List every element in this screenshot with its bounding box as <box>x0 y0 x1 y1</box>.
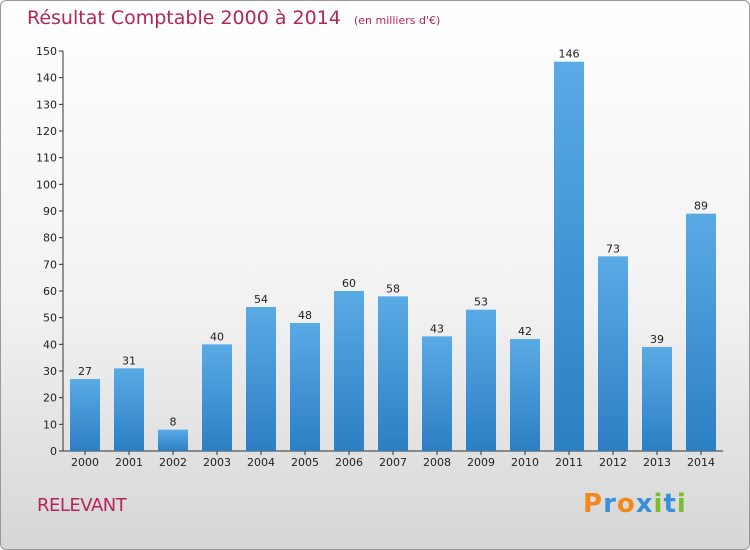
y-tick-label: 80 <box>43 232 57 245</box>
chart-title-main: Résultat Comptable 2000 à 2014 <box>27 7 341 29</box>
x-tick-label: 2007 <box>379 456 407 469</box>
x-tick-label: 2014 <box>687 456 715 469</box>
bar-value-label: 60 <box>342 277 356 290</box>
y-tick-label: 70 <box>43 258 57 271</box>
bar-value-label: 146 <box>559 48 580 61</box>
x-tick-label: 2013 <box>643 456 671 469</box>
x-tick-label: 2010 <box>511 456 539 469</box>
bar <box>466 309 496 451</box>
bar-value-label: 58 <box>386 282 400 295</box>
bar-value-label: 53 <box>474 296 488 309</box>
logo-letter: t <box>663 489 677 519</box>
x-tick-label: 2012 <box>599 456 627 469</box>
bar-value-label: 73 <box>606 242 620 255</box>
bar-value-label: 31 <box>122 354 136 367</box>
bar <box>510 339 540 451</box>
bar <box>642 347 672 451</box>
y-tick-label: 150 <box>36 45 57 58</box>
logo-letter: o <box>616 489 636 519</box>
bar <box>422 336 452 451</box>
bar <box>334 291 364 451</box>
y-tick-label: 20 <box>43 392 57 405</box>
logo-letter: P <box>583 489 604 519</box>
bar <box>598 256 628 451</box>
y-tick-label: 140 <box>36 72 57 85</box>
y-tick-label: 0 <box>50 445 57 458</box>
x-tick-label: 2006 <box>335 456 363 469</box>
bar-value-label: 8 <box>170 416 177 429</box>
logo-letter: r <box>603 489 617 519</box>
bar <box>290 323 320 451</box>
x-tick-label: 2002 <box>159 456 187 469</box>
bar <box>554 61 584 452</box>
y-tick-label: 60 <box>43 285 57 298</box>
x-tick-label: 2004 <box>247 456 275 469</box>
x-tick-label: 2001 <box>115 456 143 469</box>
bar <box>158 429 188 451</box>
bar <box>70 379 100 451</box>
logo-letter: i <box>653 489 664 519</box>
commune-name: RELEVANT <box>37 495 127 516</box>
logo-letter: x <box>635 489 654 519</box>
y-tick-label: 130 <box>36 98 57 111</box>
y-tick-label: 120 <box>36 125 57 138</box>
y-tick-label: 50 <box>43 312 57 325</box>
x-tick-label: 2003 <box>203 456 231 469</box>
y-tick-label: 10 <box>43 418 57 431</box>
bar <box>378 296 408 451</box>
bar <box>202 344 232 451</box>
bar <box>114 368 144 451</box>
y-tick-label: 90 <box>43 205 57 218</box>
bar <box>246 307 276 451</box>
bar-value-label: 39 <box>650 333 664 346</box>
bar-value-label: 40 <box>210 330 224 343</box>
chart-title: Résultat Comptable 2000 à 2014 (en milli… <box>27 7 440 29</box>
x-tick-label: 2008 <box>423 456 451 469</box>
y-tick-label: 100 <box>36 178 57 191</box>
x-tick-label: 2000 <box>71 456 99 469</box>
proxiti-logo: Proxiti <box>583 489 687 519</box>
x-tick-label: 2011 <box>555 456 583 469</box>
bar-value-label: 48 <box>298 309 312 322</box>
bar-value-label: 89 <box>694 200 708 213</box>
bar-value-label: 54 <box>254 293 268 306</box>
y-tick-label: 40 <box>43 338 57 351</box>
bar-value-label: 43 <box>430 322 444 335</box>
chart-title-unit: (en milliers d'€) <box>353 14 441 27</box>
x-tick-label: 2009 <box>467 456 495 469</box>
bar-value-label: 27 <box>78 365 92 378</box>
y-tick-label: 30 <box>43 365 57 378</box>
x-tick-label: 2005 <box>291 456 319 469</box>
bar <box>686 213 716 451</box>
bar-value-label: 42 <box>518 325 532 338</box>
logo-letter: i <box>676 489 687 519</box>
y-tick-label: 110 <box>36 152 57 165</box>
